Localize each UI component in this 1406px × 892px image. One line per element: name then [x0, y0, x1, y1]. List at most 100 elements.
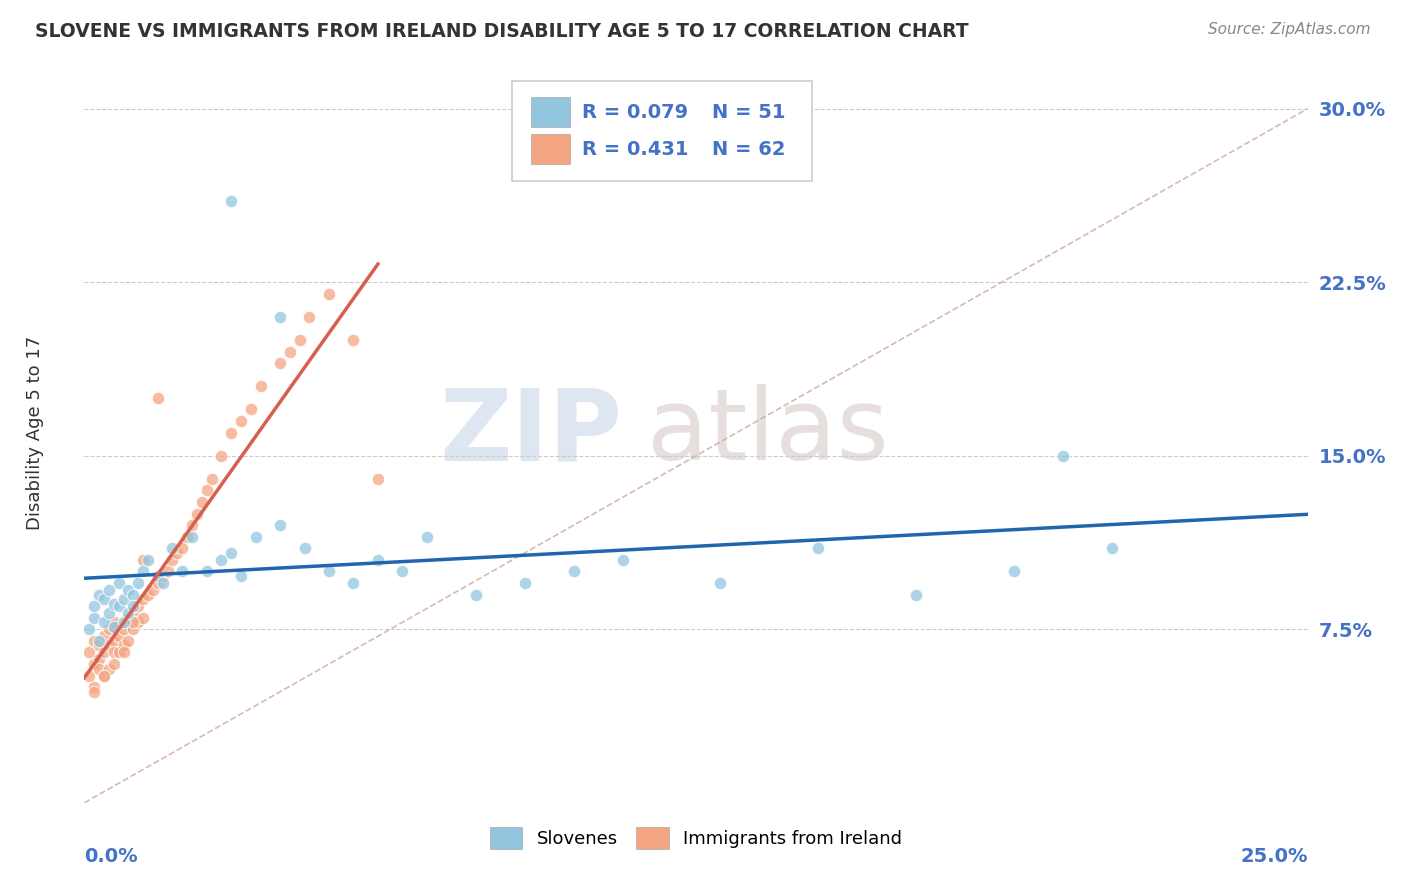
Point	[219, 194, 242, 209]
Point	[152, 569, 174, 583]
Point	[87, 588, 110, 602]
Point	[93, 629, 115, 643]
Point	[103, 633, 125, 648]
Point	[117, 610, 139, 624]
Point	[93, 615, 115, 630]
Point	[318, 286, 340, 301]
Point	[103, 620, 125, 634]
Point	[146, 576, 169, 591]
Point	[464, 588, 486, 602]
Point	[112, 615, 135, 630]
Point	[288, 333, 311, 347]
Text: N = 62: N = 62	[711, 139, 786, 159]
FancyBboxPatch shape	[513, 81, 813, 181]
Point	[132, 565, 155, 579]
Point	[195, 483, 218, 498]
Point	[142, 582, 165, 597]
Point	[117, 633, 139, 648]
Text: Disability Age 5 to 17: Disability Age 5 to 17	[27, 335, 45, 530]
Point	[162, 541, 184, 556]
Text: atlas: atlas	[647, 384, 889, 481]
Point	[229, 414, 252, 428]
Point	[269, 310, 291, 324]
Point	[367, 553, 389, 567]
Point	[195, 565, 218, 579]
Point	[181, 518, 204, 533]
Point	[112, 639, 135, 653]
Point	[97, 662, 120, 676]
Point	[562, 565, 585, 579]
Point	[132, 592, 155, 607]
Point	[77, 668, 100, 682]
Point	[83, 610, 105, 624]
Text: SLOVENE VS IMMIGRANTS FROM IRELAND DISABILITY AGE 5 TO 17 CORRELATION CHART: SLOVENE VS IMMIGRANTS FROM IRELAND DISAB…	[35, 22, 969, 41]
Point	[191, 495, 214, 509]
Point	[176, 530, 198, 544]
Point	[709, 576, 731, 591]
Point	[807, 541, 830, 556]
Point	[87, 662, 110, 676]
Point	[93, 668, 115, 682]
Point	[107, 645, 129, 659]
Point	[342, 333, 364, 347]
Point	[181, 530, 204, 544]
Text: 25.0%: 25.0%	[1240, 847, 1308, 866]
Point	[87, 633, 110, 648]
Text: 0.0%: 0.0%	[84, 847, 138, 866]
Point	[162, 553, 184, 567]
Point	[172, 565, 194, 579]
Point	[93, 668, 115, 682]
Point	[152, 576, 174, 591]
Point	[278, 344, 301, 359]
Point	[166, 546, 188, 560]
Point	[83, 657, 105, 671]
Point	[107, 576, 129, 591]
Text: Source: ZipAtlas.com: Source: ZipAtlas.com	[1208, 22, 1371, 37]
Point	[112, 592, 135, 607]
Point	[298, 310, 321, 324]
Point	[905, 588, 928, 602]
Point	[127, 599, 149, 614]
Point	[136, 588, 159, 602]
Text: R = 0.431: R = 0.431	[582, 139, 689, 159]
Point	[219, 546, 242, 560]
Point	[269, 356, 291, 370]
Point	[93, 645, 115, 659]
Point	[103, 645, 125, 659]
Point	[318, 565, 340, 579]
Point	[239, 402, 262, 417]
Text: N = 51: N = 51	[711, 103, 786, 121]
Point	[97, 639, 120, 653]
Point	[112, 622, 135, 636]
Point	[416, 530, 439, 544]
Point	[245, 530, 267, 544]
Point	[342, 576, 364, 591]
Text: ZIP: ZIP	[440, 384, 623, 481]
Point	[136, 553, 159, 567]
Point	[132, 610, 155, 624]
Point	[122, 615, 145, 630]
Point	[83, 680, 105, 694]
Point	[146, 569, 169, 583]
Point	[122, 599, 145, 614]
Point	[127, 615, 149, 630]
Point	[122, 622, 145, 636]
Point	[367, 472, 389, 486]
Point	[132, 553, 155, 567]
Point	[391, 565, 413, 579]
Point	[103, 657, 125, 671]
Point	[269, 518, 291, 533]
Point	[117, 606, 139, 620]
Point	[83, 633, 105, 648]
Point	[97, 606, 120, 620]
Point	[1101, 541, 1123, 556]
Point	[122, 606, 145, 620]
Point	[186, 507, 208, 521]
Point	[156, 565, 179, 579]
Point	[172, 541, 194, 556]
Point	[249, 379, 271, 393]
Point	[107, 629, 129, 643]
Point	[117, 582, 139, 597]
Point	[87, 639, 110, 653]
Bar	[531, 135, 569, 164]
